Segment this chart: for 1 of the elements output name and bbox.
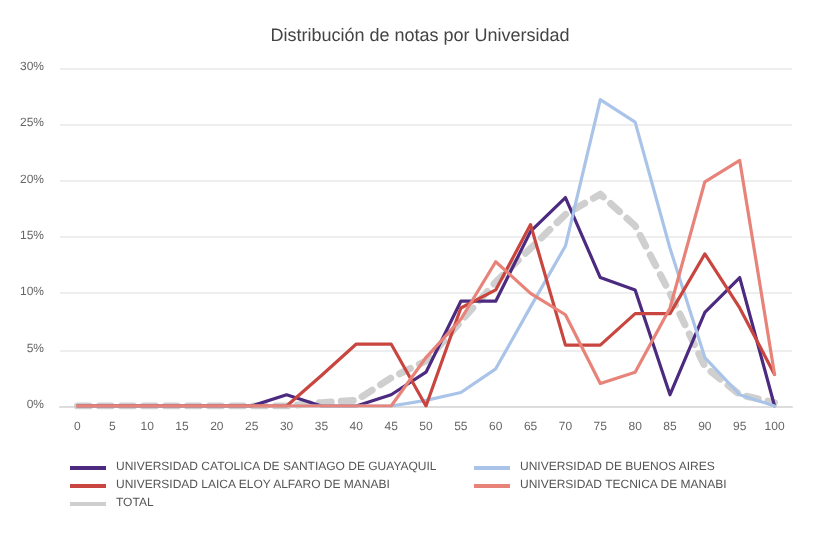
chart-title: Distribución de notas por Universidad (270, 25, 570, 45)
